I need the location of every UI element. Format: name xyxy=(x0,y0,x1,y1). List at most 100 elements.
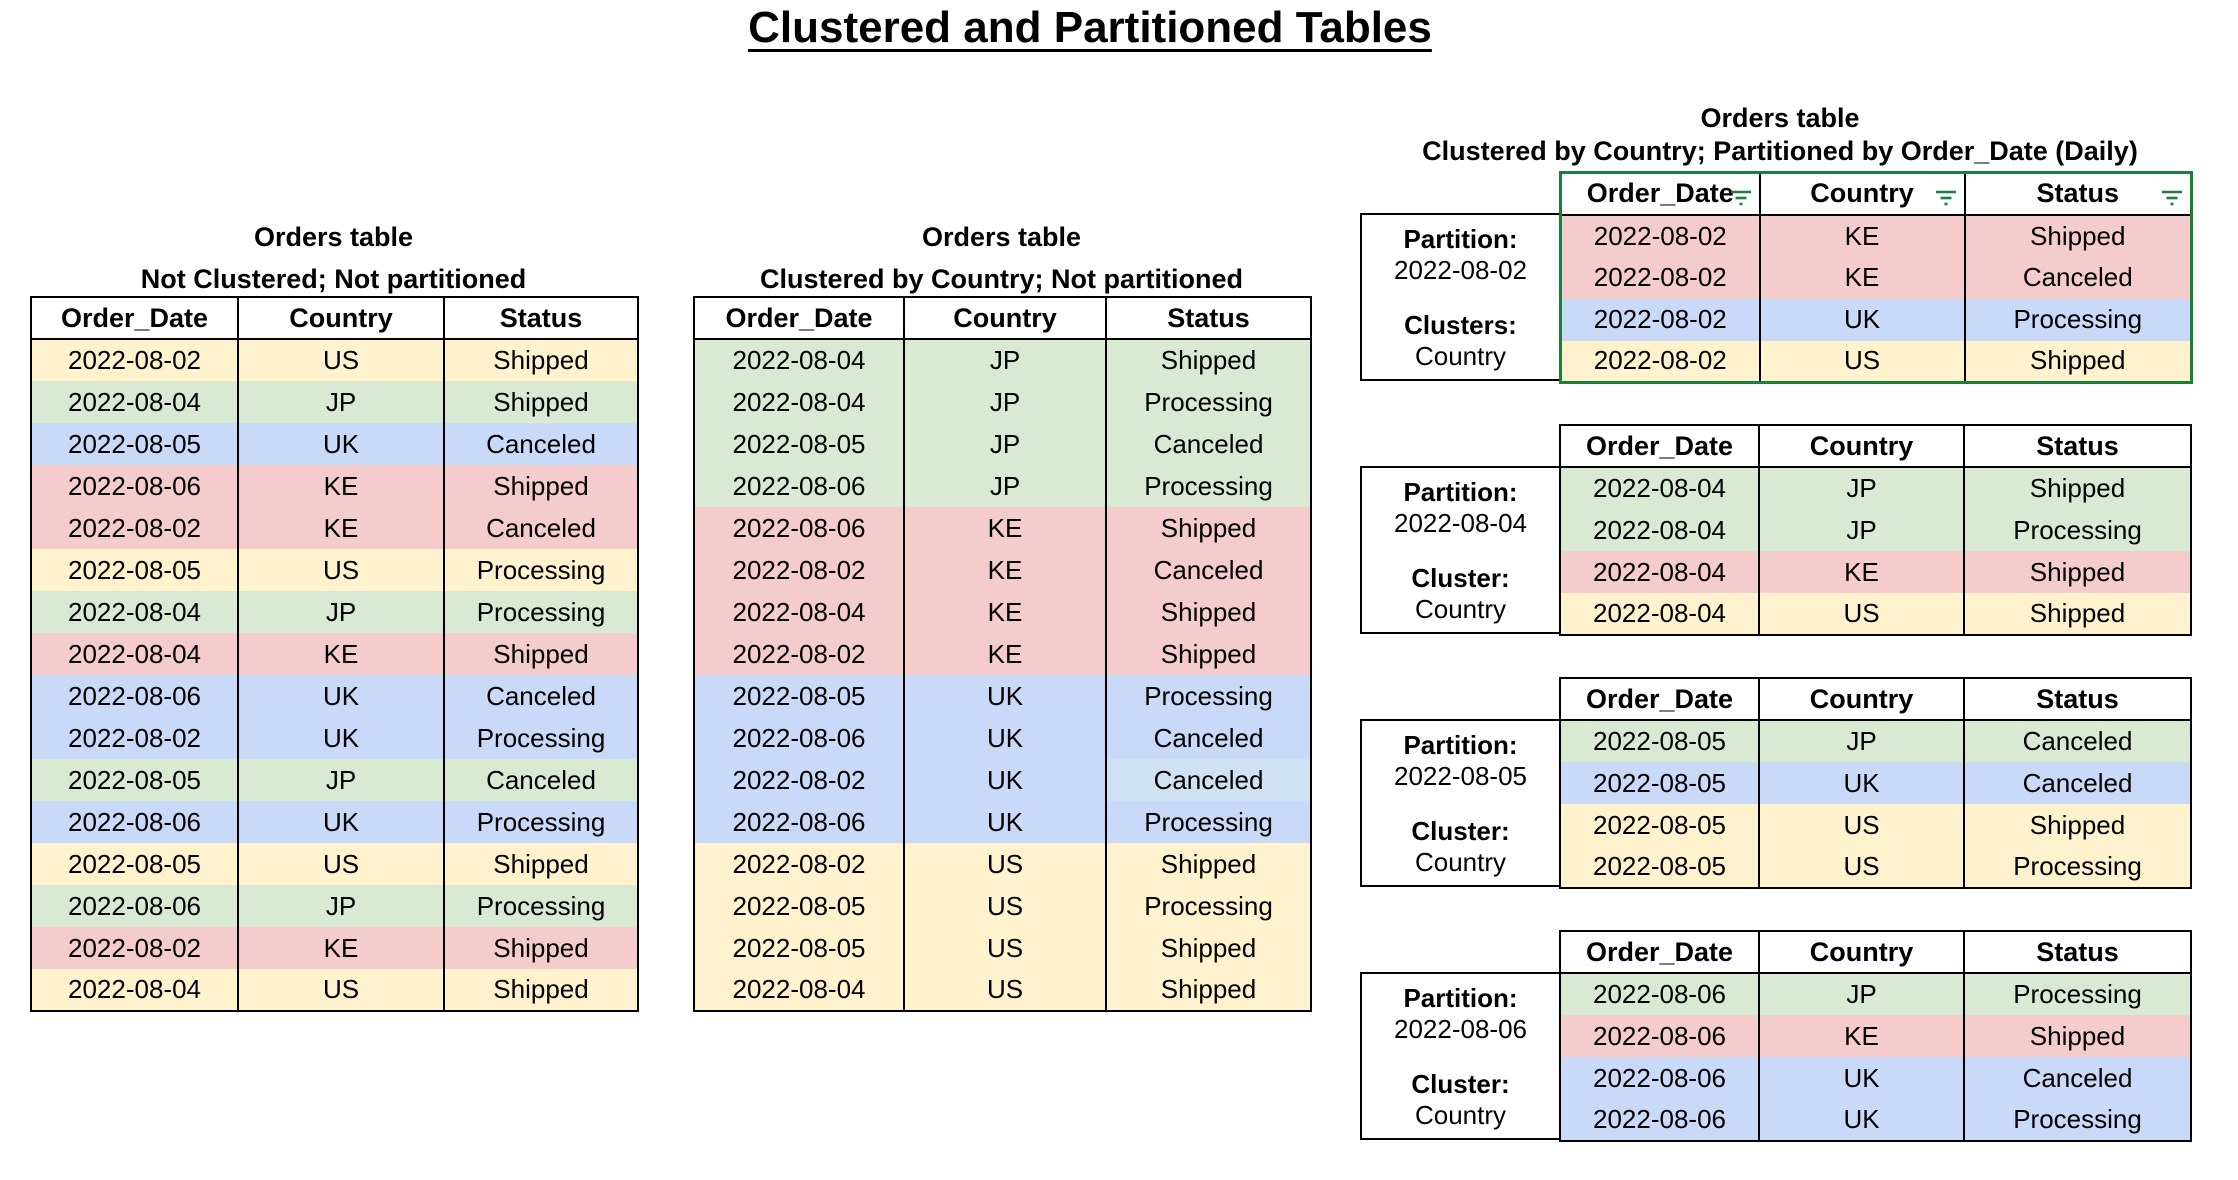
cell-status: Canceled xyxy=(443,675,638,717)
cell-order_date: 2022-08-06 xyxy=(694,507,904,549)
cell-order_date: 2022-08-05 xyxy=(694,927,904,969)
cell-order_date: 2022-08-04 xyxy=(1560,551,1759,593)
cluster-label: Cluster: xyxy=(1411,1069,1510,1099)
cell-status: Canceled xyxy=(1963,256,2192,299)
column-header-label: Country xyxy=(1810,178,1914,209)
cell-status: Canceled xyxy=(1963,720,2191,762)
cell-status: Shipped xyxy=(443,927,638,969)
cell-order_date: 2022-08-04 xyxy=(694,381,904,423)
cell-order_date: 2022-08-02 xyxy=(694,633,904,675)
table-row: 2022-08-06 KE Shipped xyxy=(31,465,638,507)
column-header-label: Country xyxy=(953,302,1057,333)
filter-icon[interactable] xyxy=(1933,184,1959,206)
cell-status: Canceled xyxy=(443,759,638,801)
cell-order_date: 2022-08-04 xyxy=(1560,467,1759,509)
cell-status: Canceled xyxy=(1105,423,1311,465)
column-header-label: Status xyxy=(2036,430,2119,461)
table-row: 2022-08-05 US Processing xyxy=(31,549,638,591)
column-header-label: Status xyxy=(2036,936,2119,967)
cell-country: KE xyxy=(903,549,1106,591)
cell-order_date: 2022-08-06 xyxy=(31,801,238,843)
table-row: 2022-08-02 US Shipped xyxy=(1560,340,2192,383)
column-header-label: Order_Date xyxy=(1585,936,1734,967)
cell-status: Processing xyxy=(1963,973,2191,1015)
cell-status: Processing xyxy=(1105,801,1311,843)
cell-status: Canceled xyxy=(1963,762,2191,804)
orders-table-partition-2022-08-06: Order_Date Country Status 2022-08-06 JP Proce… xyxy=(1559,930,2192,1142)
cell-order_date: 2022-08-05 xyxy=(31,423,238,465)
cluster-label: Cluster: xyxy=(1411,816,1510,846)
table-row: 2022-08-04 JP Shipped xyxy=(31,381,638,423)
table-row: 2022-08-04 US Shipped xyxy=(1560,593,2191,635)
cell-country: KE xyxy=(237,927,444,969)
column-header-country: Country xyxy=(1758,678,1964,721)
cell-order_date: 2022-08-05 xyxy=(1560,720,1759,762)
filter-icon[interactable] xyxy=(1728,184,1754,206)
cell-country: JP xyxy=(237,759,444,801)
cell-country: KE xyxy=(903,591,1106,633)
left-table-title: Orders table xyxy=(253,222,414,252)
partition-value: 2022-08-06 xyxy=(1394,1014,1527,1044)
cell-order_date: 2022-08-02 xyxy=(31,927,238,969)
cell-status: Canceled xyxy=(1105,717,1311,759)
column-header-order_date: Order_Date xyxy=(1560,172,1760,216)
cell-order_date: 2022-08-05 xyxy=(1560,846,1759,888)
column-header-order_date: Order_Date xyxy=(31,297,238,340)
cell-order_date: 2022-08-06 xyxy=(694,801,904,843)
partition-value: 2022-08-02 xyxy=(1394,255,1527,285)
column-header-status: Status xyxy=(1963,425,2191,468)
table-row: 2022-08-05 JP Canceled xyxy=(31,759,638,801)
partition-label-group: Partition: 2022-08-02 xyxy=(1362,224,1559,286)
cell-status: Shipped xyxy=(443,843,638,885)
cell-status: Shipped xyxy=(1963,214,2192,257)
column-header-country: Country xyxy=(237,297,444,340)
table-row: 2022-08-06 UK Canceled xyxy=(31,675,638,717)
cell-country: US xyxy=(903,927,1106,969)
cell-order_date: 2022-08-02 xyxy=(694,759,904,801)
cell-country: KE xyxy=(903,633,1106,675)
cell-status: Processing xyxy=(1105,465,1311,507)
cell-status: Shipped xyxy=(443,465,638,507)
column-header-label: Status xyxy=(499,302,583,333)
cell-country: JP xyxy=(903,465,1106,507)
table-row: 2022-08-02 KE Shipped xyxy=(694,633,1311,675)
cell-country: KE xyxy=(903,507,1106,549)
orders-table-clustered: Order_Date Country Status 2022-08-04 JP Shipp… xyxy=(693,296,1312,1012)
cluster-value: Country xyxy=(1414,594,1507,624)
table-row: 2022-08-02 KE Canceled xyxy=(31,507,638,549)
cell-order_date: 2022-08-05 xyxy=(1560,762,1759,804)
table-row: 2022-08-06 UK Processing xyxy=(694,801,1311,843)
header-row: Order_Date Country Status xyxy=(1560,172,2192,216)
cell-status: Processing xyxy=(443,885,638,927)
cell-order_date: 2022-08-04 xyxy=(694,969,904,1011)
cell-order_date: 2022-08-05 xyxy=(31,759,238,801)
table-row: 2022-08-04 KE Shipped xyxy=(31,633,638,675)
table-row: 2022-08-02 UK Canceled xyxy=(694,759,1311,801)
partition-label: Partition: xyxy=(1403,224,1518,254)
filter-icon[interactable] xyxy=(2159,184,2185,206)
cell-status: Canceled xyxy=(1105,549,1311,591)
table-row: 2022-08-06 JP Processing xyxy=(31,885,638,927)
cluster-label-group: Cluster: Country xyxy=(1362,816,1559,878)
cell-country: JP xyxy=(903,423,1106,465)
cell-status: Processing xyxy=(1105,675,1311,717)
column-header-status: Status xyxy=(1105,297,1311,340)
table-row: 2022-08-05 UK Canceled xyxy=(1560,762,2191,804)
header-row: Order_Date Country Status xyxy=(1560,425,2191,468)
header-row: Order_Date Country Status xyxy=(1560,678,2191,721)
cluster-value: Country xyxy=(1414,1100,1507,1130)
cell-country: UK xyxy=(237,423,444,465)
cluster-label-group: Clusters: Country xyxy=(1362,310,1559,372)
table-row: 2022-08-04 US Shipped xyxy=(694,969,1311,1011)
cell-status: Canceled xyxy=(443,423,638,465)
cell-status: Shipped xyxy=(1105,507,1311,549)
cell-status: Shipped xyxy=(1963,467,2191,509)
cell-order_date: 2022-08-05 xyxy=(31,549,238,591)
partition-value: 2022-08-05 xyxy=(1394,761,1527,791)
column-header-status: Status xyxy=(1963,931,2191,974)
cell-status: Canceled xyxy=(443,507,638,549)
cell-status: Processing xyxy=(1105,885,1311,927)
column-header-label: Status xyxy=(2036,683,2119,714)
table-row: 2022-08-06 UK Processing xyxy=(1560,1099,2191,1141)
orders-table-unclustered: Order_Date Country Status 2022-08-02 US Shipp… xyxy=(30,296,639,1012)
